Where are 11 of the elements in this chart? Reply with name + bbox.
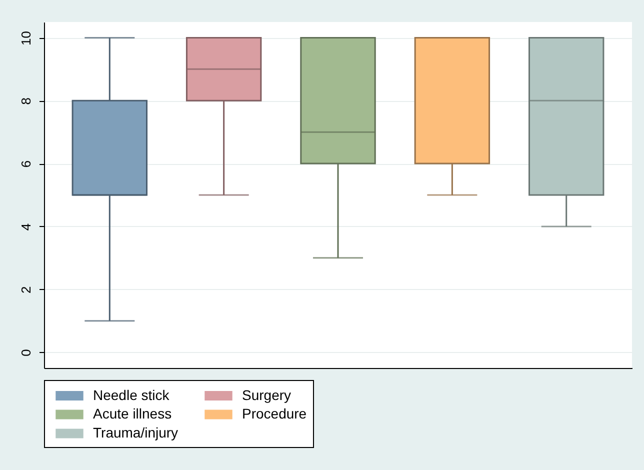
y-tick-label: 4 [18, 223, 34, 231]
y-tick-label: 8 [18, 98, 34, 105]
legend-label: Needle stick [93, 386, 170, 403]
y-tick-label: 0 [18, 349, 34, 356]
legend-label: Procedure [242, 406, 307, 422]
legend-label: Trauma/injury [93, 424, 178, 440]
legend-label: Surgery [242, 386, 292, 403]
y-tick-label: 10 [18, 30, 34, 46]
y-tick-label: 2 [18, 286, 34, 294]
legend-label: Acute illness [93, 406, 172, 422]
y-tick-label: 6 [18, 160, 34, 168]
